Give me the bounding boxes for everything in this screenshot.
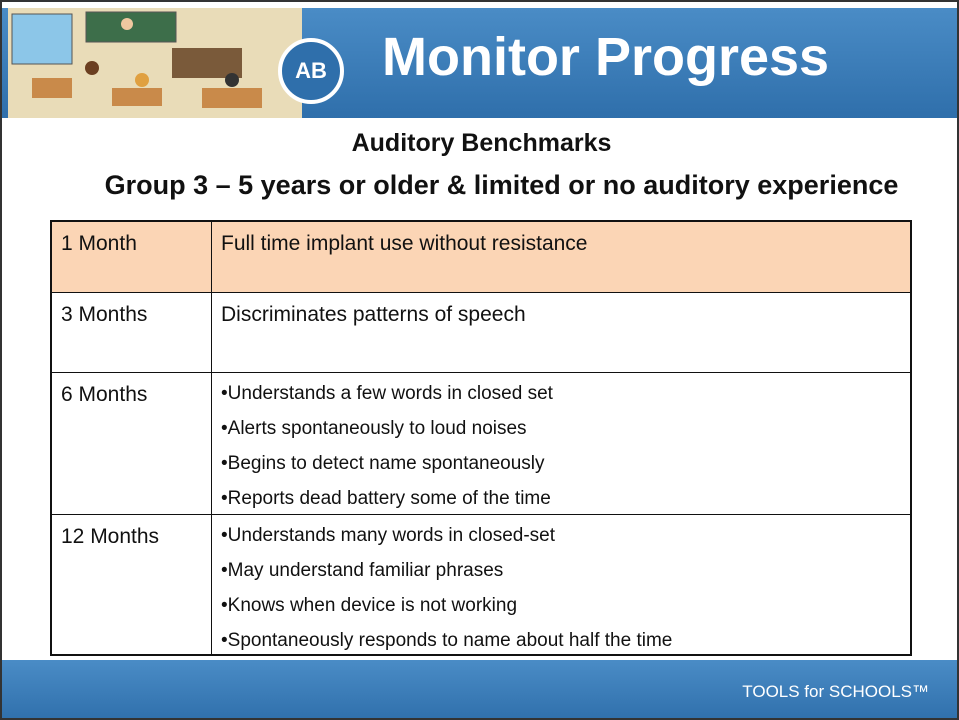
table-row: 12 Months •Understands many words in clos… [52, 514, 910, 654]
benchmark-item: •Alerts spontaneously to loud noises [221, 418, 527, 439]
benchmark-item: •Understands many words in closed-set [221, 525, 556, 546]
slide-title: Monitor Progress [382, 27, 830, 87]
items-cell: Full time implant use without resistance [212, 222, 910, 292]
logo: AB [278, 38, 344, 104]
benchmark-item: •Begins to detect name spontaneously [221, 453, 545, 474]
table-row: 3 Months Discriminates patterns of speech [52, 292, 910, 372]
heading-subtitle: Group 3 – 5 years or older & limited or … [104, 170, 899, 200]
header-band: AB Monitor Progress [2, 8, 957, 118]
footer-band: TOOLS for SCHOOLS™ [2, 660, 957, 718]
footer-brand: TOOLS for SCHOOLS™ [742, 682, 929, 701]
benchmark-item: •Spontaneously responds to name about ha… [221, 630, 673, 651]
items-cell: •Understands many words in closed-set •Ma… [212, 515, 910, 654]
classroom-illustration [8, 8, 302, 118]
period-cell: 6 Months [52, 373, 212, 514]
heading-title: Auditory Benchmarks [351, 129, 612, 157]
period-cell: 1 Month [52, 222, 212, 292]
benchmark-item: •Reports dead battery some of the time [221, 488, 551, 509]
period-cell: 3 Months [52, 293, 212, 372]
benchmark-table: 1 Month Full time implant use without res… [50, 220, 912, 656]
table-row: 6 Months •Understands a few words in clos… [52, 372, 910, 514]
benchmark-item: Full time implant use without resistance [221, 232, 588, 255]
items-cell: •Understands a few words in closed set •A… [212, 373, 910, 514]
benchmark-item: •May understand familiar phrases [221, 560, 504, 581]
benchmark-item: •Knows when device is not working [221, 595, 518, 616]
period-cell: 12 Months [52, 515, 212, 654]
items-cell: Discriminates patterns of speech [212, 293, 910, 372]
benchmark-item: Discriminates patterns of speech [221, 303, 526, 326]
table-row: 1 Month Full time implant use without res… [52, 222, 910, 292]
benchmark-item: •Understands a few words in closed set [221, 383, 553, 404]
